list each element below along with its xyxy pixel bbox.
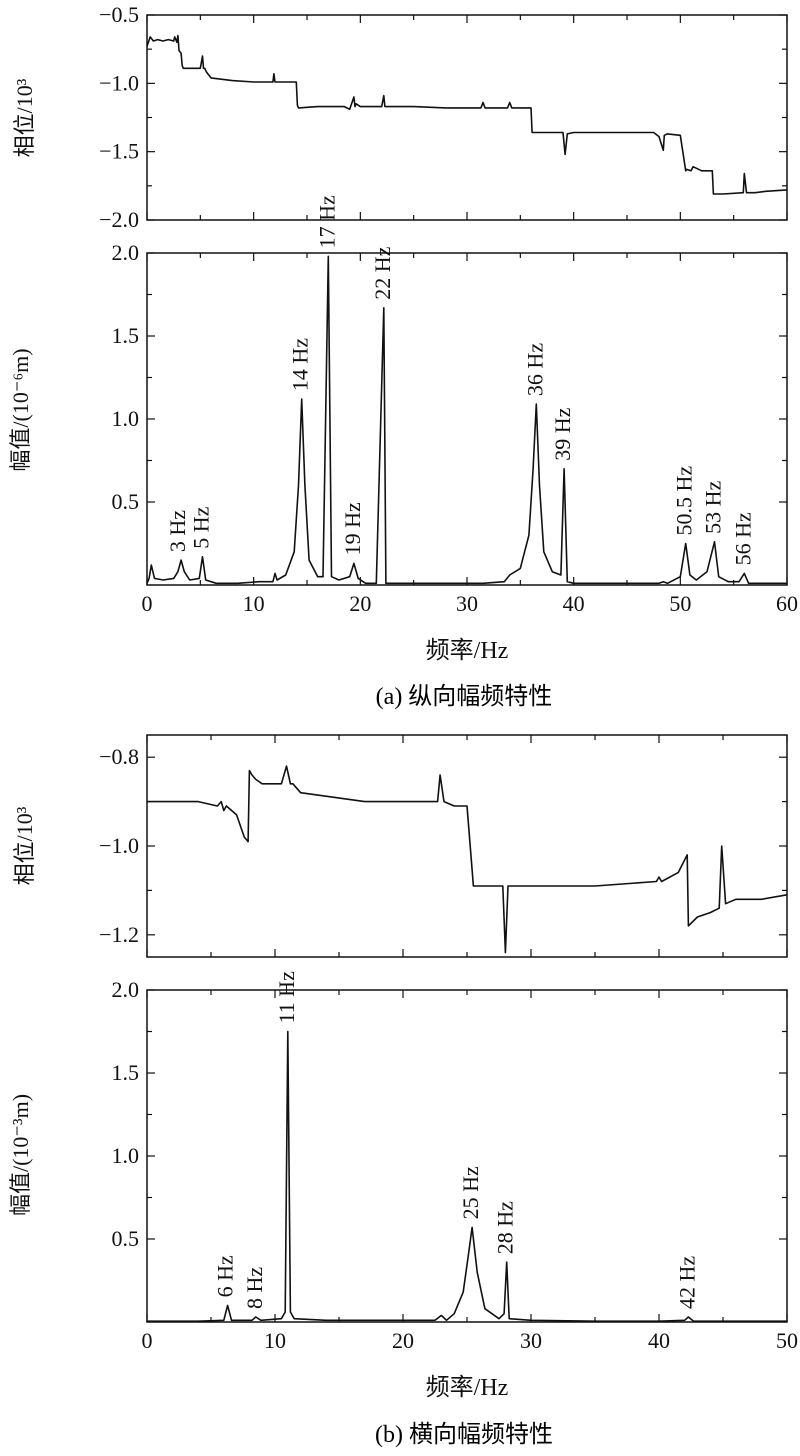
- y-tick-label: −1.0: [99, 833, 139, 858]
- peak-label: 3 Hz: [165, 510, 190, 552]
- plot-frame: [146, 14, 788, 221]
- y-tick-label: −2.0: [99, 207, 139, 232]
- x-tick-label: 0: [142, 591, 153, 616]
- x-tick-label: 40: [563, 591, 585, 616]
- y-tick-label: 1.0: [112, 1143, 140, 1168]
- y-tick-label: 1.5: [112, 323, 140, 348]
- y-axis-label: 相位/10³: [12, 78, 37, 157]
- y-axis-label: 幅值/(10⁻⁶m): [8, 348, 33, 471]
- x-tick-label: 40: [648, 1328, 670, 1353]
- x-tick-label: 20: [392, 1328, 414, 1353]
- peak-label: 8 Hz: [242, 1267, 267, 1309]
- y-tick-label: 0.5: [112, 1226, 140, 1251]
- panel-b-amplitude: 0 10 20 30 40 50 0.5 1.0 1.5 2.0 幅值/(10⁻³m) 频率/Hz 6 …: [8, 971, 798, 1401]
- caption-b: (b) 横向幅频特性: [375, 1421, 553, 1448]
- peak-label: 53 Hz: [700, 480, 725, 533]
- x-tick-label: 20: [349, 591, 371, 616]
- x-tick-label: 30: [456, 591, 478, 616]
- panel-a-phase: −2.0 −1.5 −1.0 −0.5 相位/10³: [12, 2, 788, 232]
- x-tick-label: 10: [264, 1328, 286, 1353]
- peak-label: 19 Hz: [340, 502, 365, 555]
- y-tick-label: −0.8: [99, 744, 139, 769]
- y-tick-label: −1.0: [99, 70, 139, 95]
- peak-label: 14 Hz: [288, 338, 313, 391]
- panel-a-amplitude: 0 10 20 30 40 50 60 0.5 1.0 1.5 2.0 幅值/(10⁻⁶m) 频率/Hz…: [8, 195, 798, 664]
- x-axis-label: 频率/Hz: [426, 1374, 509, 1401]
- y-axis-label: 相位/10³: [12, 806, 37, 885]
- x-tick-label: 10: [243, 591, 265, 616]
- peak-label: 39 Hz: [550, 407, 575, 460]
- peak-label: 42 Hz: [674, 1256, 699, 1309]
- peak-label: 6 Hz: [212, 1255, 237, 1297]
- y-axis-label: 幅值/(10⁻³m): [8, 1094, 33, 1216]
- panel-b-phase: −1.2 −1.0 −0.8 相位/10³: [12, 734, 788, 958]
- y-tick-label: −1.5: [99, 139, 139, 164]
- peak-label: 5 Hz: [188, 506, 213, 548]
- peak-label: 22 Hz: [370, 246, 395, 299]
- peak-label: 28 Hz: [493, 1201, 518, 1254]
- x-tick-label: 30: [520, 1328, 542, 1353]
- peak-label: 17 Hz: [314, 195, 339, 248]
- y-tick-label: 2.0: [112, 977, 140, 1002]
- caption-a: (a) 纵向幅频特性: [376, 683, 553, 710]
- y-tick-label: −0.5: [99, 2, 139, 27]
- series-line: [146, 255, 787, 585]
- x-tick-label: 50: [669, 591, 691, 616]
- series-line: [146, 34, 788, 195]
- y-tick-label: 1.0: [112, 406, 140, 431]
- y-tick-label: 1.5: [112, 1060, 140, 1085]
- peak-label: 56 Hz: [730, 512, 755, 565]
- series-line: [147, 765, 788, 954]
- y-tick-label: 2.0: [112, 240, 140, 265]
- y-tick-label: −1.2: [99, 922, 139, 947]
- peak-label: 25 Hz: [458, 1166, 483, 1219]
- peak-label: 11 Hz: [274, 971, 299, 1024]
- x-tick-label: 0: [142, 1328, 153, 1353]
- peak-label: 36 Hz: [522, 343, 547, 396]
- y-tick-label: 0.5: [112, 489, 140, 514]
- x-tick-label: 50: [776, 1328, 798, 1353]
- series-line: [147, 1030, 787, 1322]
- peak-label: 50.5 Hz: [672, 466, 697, 536]
- x-tick-label: 60: [776, 591, 798, 616]
- x-axis-label: 频率/Hz: [426, 637, 509, 664]
